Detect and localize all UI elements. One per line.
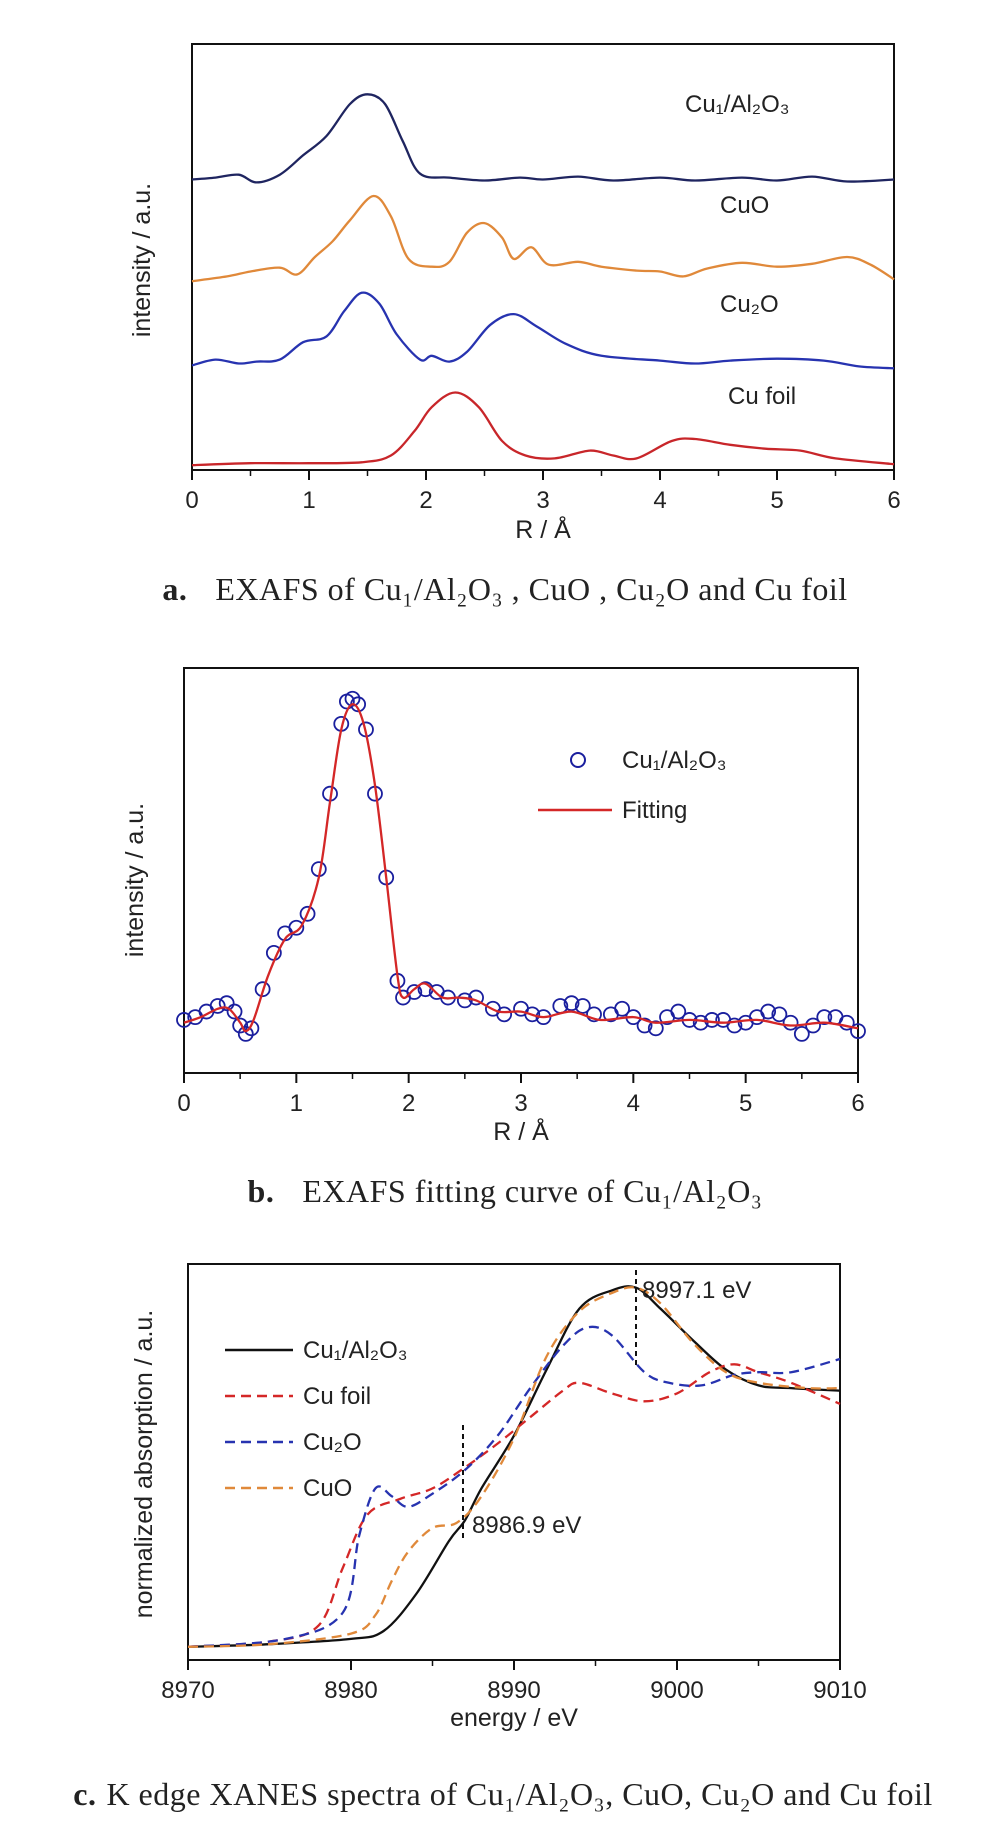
panel-b-data-point	[344, 690, 361, 707]
panel-a-label-cu2o: Cu₂O	[720, 291, 779, 318]
panel-b-data-point	[793, 1025, 810, 1042]
panel-a-caption-letter: a.	[162, 571, 187, 607]
panel-a-x-tick-label: 6	[887, 487, 900, 514]
panel-b-data-point	[524, 1006, 541, 1023]
panel-c-caption: c. K edge XANES spectra of Cu₁/Al₂O₃, CuO…	[73, 1776, 933, 1812]
panel-b-x-ticks: 0 1 2 3 4 5 6	[177, 1073, 865, 1117]
panel-b-data-point	[760, 1003, 777, 1020]
panel-a-chart: 0 1 2 3 4 5 6 Cu₁/Al₂O₃ CuO Cu₂O Cu foil inten…	[128, 43, 901, 607]
panel-b-x-tick-label: 0	[177, 1090, 190, 1117]
panel-b-data-point	[406, 984, 423, 1000]
panel-c-x-tick-label: 9000	[650, 1677, 703, 1704]
panel-a-x-tick-label: 0	[185, 487, 198, 514]
panel-b-data-point	[237, 1025, 254, 1042]
panel-b-data-point	[586, 1006, 602, 1023]
panel-c-x-axis-label: energy / eV	[450, 1704, 578, 1732]
panel-a-caption-text: EXAFS of Cu₁/Al₂O₃ , CuO , Cu₂O and Cu f…	[215, 571, 847, 607]
panel-c-series-cu-o	[187, 1325, 841, 1648]
panel-c-x-tick-label: 8980	[324, 1677, 377, 1704]
panel-a-label-cu1al2o3: Cu₁/Al₂O₃	[685, 91, 790, 118]
panel-a-series-cu-foil	[191, 391, 895, 467]
panel-b-chart: 0 1 2 3 4 5 6 Cu₁/Al₂O₃ Fitting intensity / a.…	[121, 667, 866, 1209]
panel-b-data-point	[243, 1020, 260, 1037]
panel-a-x-axis-label: R / Å	[515, 514, 571, 544]
panel-b-data-point	[816, 1009, 833, 1026]
panel-b-data-point	[288, 919, 305, 936]
panel-b-data-point	[850, 1023, 866, 1040]
panel-c-series-cuo	[187, 1286, 841, 1648]
panel-b-caption: b. EXAFS fitting curve of Cu₁/Al₂O₃	[248, 1173, 763, 1209]
panel-b-series-fitting	[183, 703, 859, 1033]
panel-b-data-point	[209, 998, 226, 1014]
panel-c-caption-text: K edge XANES spectra of Cu₁/Al₂O₃, CuO, …	[106, 1776, 932, 1812]
panel-b-data-point	[563, 995, 580, 1012]
panel-b-x-axis-label: R / Å	[493, 1116, 549, 1146]
panel-b-y-axis-label: intensity / a.u.	[121, 803, 149, 957]
panel-a-series-cuo	[191, 194, 895, 283]
panel-c-chart: 8970 8980 8990 9000 9010 8997.1 eV 8986.9 eV…	[73, 1263, 933, 1812]
panel-c-legend-label-cu1al2o3: Cu₁/Al₂O₃	[303, 1337, 408, 1364]
panel-a-label-cuo: CuO	[720, 192, 769, 219]
panel-b-x-tick-label: 2	[402, 1090, 415, 1117]
panel-c-legend-label-cufoil: Cu foil	[303, 1383, 371, 1410]
panel-b-x-tick-label: 1	[290, 1090, 303, 1117]
panel-b-data-point	[704, 1012, 720, 1028]
panel-a-x-tick-label: 1	[302, 487, 315, 514]
panel-a-x-tick-label: 2	[419, 487, 432, 514]
panel-b-data-point	[299, 905, 316, 922]
panel-c-x-tick-label: 8990	[487, 1677, 540, 1704]
panel-b-legend-marker-data	[570, 752, 586, 768]
panel-b-caption-text: EXAFS fitting curve of Cu₁/Al₂O₃	[302, 1173, 762, 1209]
panel-c-annotation-high: 8997.1 eV	[642, 1277, 751, 1304]
panel-c-x-tick-label: 9010	[813, 1677, 866, 1704]
panel-b-data-point	[574, 998, 591, 1014]
panel-b-x-tick-label: 4	[627, 1090, 640, 1117]
panel-b-legend-label-fit: Fitting	[622, 797, 687, 824]
panel-c-x-tick-label: 8970	[161, 1677, 214, 1704]
panel-b-data-point	[782, 1014, 799, 1031]
panel-a-x-tick-label: 5	[770, 487, 783, 514]
panel-b-data-point	[496, 1006, 513, 1023]
panel-b-series-group	[176, 690, 866, 1042]
panel-b-data-point	[670, 1003, 687, 1020]
panel-a-y-axis-label: intensity / a.u.	[128, 183, 156, 337]
panel-b-data-point	[647, 1020, 664, 1037]
panel-a-series-cu-o	[191, 291, 895, 370]
panel-c-x-ticks: 8970 8980 8990 9000 9010	[161, 1660, 867, 1704]
panel-c-legend-label-cu2o: Cu₂O	[303, 1429, 362, 1456]
panel-b-data-point	[226, 1003, 243, 1020]
panel-b-x-tick-label: 3	[514, 1090, 527, 1117]
panel-a-series-group	[191, 93, 895, 467]
panel-b-data-point	[838, 1014, 855, 1031]
panel-b-data-point	[254, 981, 271, 998]
panel-b-data-point	[726, 1017, 743, 1034]
panel-b-data-point	[218, 995, 235, 1012]
panel-b-data-point	[771, 1006, 788, 1023]
panel-b-x-tick-label: 5	[739, 1090, 752, 1117]
panel-a-x-tick-label: 3	[536, 487, 549, 514]
panel-a-series-cu-al-o	[191, 93, 895, 184]
panel-b-data-point	[805, 1017, 821, 1034]
panel-c-caption-letter: c.	[73, 1776, 96, 1812]
panel-b-data-point	[636, 1017, 653, 1034]
panel-c-series-cu-foil	[187, 1363, 841, 1648]
panel-b-x-tick-label: 6	[851, 1090, 864, 1117]
panel-b-caption-letter: b.	[248, 1173, 275, 1209]
panel-c-series-cu-al-o	[187, 1285, 841, 1648]
panel-c-plot-frame	[187, 1263, 841, 1661]
panel-a-x-tick-label: 4	[653, 487, 666, 514]
panel-a-caption: a. EXAFS of Cu₁/Al₂O₃ , CuO , Cu₂O and Cu…	[162, 571, 847, 607]
panel-c-legend-label-cuo: CuO	[303, 1475, 352, 1502]
panel-b-legend-label-data: Cu₁/Al₂O₃	[622, 747, 727, 774]
panel-b-series-cu-al-o	[176, 690, 866, 1042]
panel-c-y-axis-label: normalized absorption / a.u.	[130, 1310, 158, 1619]
panel-b-data-point	[232, 1017, 249, 1034]
panel-c-annotation-low: 8986.9 eV	[472, 1512, 581, 1539]
panel-a-label-cufoil: Cu foil	[728, 383, 796, 410]
panel-c-series-group	[187, 1285, 841, 1648]
panel-a-x-ticks: 0 1 2 3 4 5 6	[185, 470, 901, 514]
panel-b-data-point	[614, 1000, 630, 1017]
panel-b-data-point	[692, 1014, 709, 1031]
